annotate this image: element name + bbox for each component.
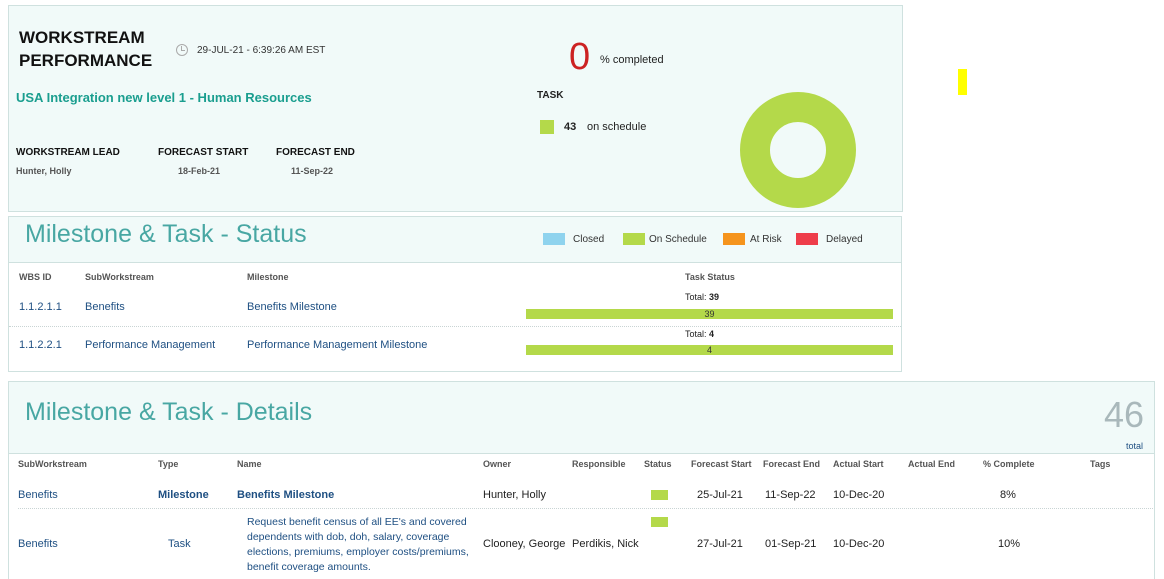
col-actual-end: Actual End: [908, 459, 956, 469]
detail1-status-indicator: [651, 490, 668, 500]
status-panel: Milestone & Task - Status Closed On Sche…: [8, 216, 902, 372]
col-subworkstream: SubWorkstream: [85, 272, 154, 282]
row1-total: Total: 39: [685, 292, 720, 302]
percent-completed-label: % completed: [600, 54, 664, 66]
forecast-start-label: FORECAST START: [158, 147, 249, 158]
detail2-percent-complete: 10%: [998, 538, 1021, 550]
detail2-status-indicator: [651, 517, 668, 527]
details-title: Milestone & Task - Details: [25, 398, 313, 426]
detail2-owner: Clooney, George: [483, 538, 566, 550]
task-on-schedule-label: on schedule: [587, 121, 647, 133]
row2-on-schedule-bar[interactable]: 4: [526, 345, 893, 355]
detail2-actual-start: 10-Dec-20: [833, 538, 885, 550]
details-header: [9, 382, 1154, 454]
legend-delayed-swatch: [796, 233, 818, 245]
details-panel: Milestone & Task - Details 46 total SubW…: [8, 381, 1155, 579]
workstream-lead-label: WORKSTREAM LEAD: [16, 147, 120, 158]
detail1-name[interactable]: Benefits Milestone: [237, 489, 335, 501]
detail1-type: Milestone: [158, 489, 209, 501]
row2-milestone[interactable]: Performance Management Milestone: [247, 339, 428, 351]
forecast-end-label: FORECAST END: [276, 147, 355, 158]
task-label: TASK: [537, 90, 564, 101]
forecast-start-value: 18-Feb-21: [178, 166, 221, 176]
detail2-forecast-end: 01-Sep-21: [765, 538, 817, 550]
detail1-percent-complete: 8%: [1000, 489, 1016, 501]
status-legend: Closed On Schedule At Risk Delayed: [543, 233, 863, 245]
detail1-forecast-end: 11-Sep-22: [765, 489, 816, 501]
col-task-status: Task Status: [685, 272, 735, 282]
row-divider: [18, 508, 1153, 509]
legend-at-risk-swatch: [723, 233, 745, 245]
workstream-performance-panel: WORKSTREAM PERFORMANCE 29-JUL-21 - 6:39:…: [8, 5, 903, 212]
legend-delayed-label: Delayed: [826, 233, 863, 245]
detail1-subworkstream[interactable]: Benefits: [18, 489, 58, 501]
detail2-forecast-start: 27-Jul-21: [697, 538, 743, 550]
panel-title: WORKSTREAM PERFORMANCE: [19, 28, 153, 70]
row2-wbs-id[interactable]: 1.1.2.2.1: [19, 339, 62, 351]
detail2-type: Task: [168, 538, 191, 550]
col-type: Type: [158, 459, 179, 469]
status-title: Milestone & Task - Status: [25, 220, 307, 248]
detail1-owner: Hunter, Holly: [483, 489, 546, 501]
col-wbs-id: WBS ID: [19, 272, 52, 282]
legend-closed-label: Closed: [573, 233, 605, 245]
donut-on-schedule-segment: [740, 92, 856, 208]
row2-subworkstream[interactable]: Performance Management: [85, 339, 216, 351]
workstream-name: USA Integration new level 1 - Human Reso…: [16, 90, 312, 105]
row1-on-schedule-bar[interactable]: 39: [526, 309, 893, 319]
timestamp: 29-JUL-21 - 6:39:26 AM EST: [197, 45, 326, 56]
col-forecast-start: Forecast Start: [691, 459, 752, 469]
col-name: Name: [237, 459, 262, 469]
task-donut-chart[interactable]: [739, 91, 857, 209]
legend-on-schedule-swatch: [623, 233, 645, 245]
percent-completed-value: 0: [569, 36, 591, 78]
forecast-end-value: 11-Sep-22: [291, 166, 334, 176]
clock-icon: [176, 44, 188, 56]
col-responsible: Responsible: [572, 459, 626, 469]
row2-total: Total: 4: [685, 329, 715, 339]
row1-milestone[interactable]: Benefits Milestone: [247, 301, 337, 313]
legend-on-schedule-label: On Schedule: [649, 233, 707, 245]
detail2-subworkstream[interactable]: Benefits: [18, 538, 58, 550]
task-on-schedule-count: 43: [564, 121, 577, 133]
highlight-marker: [958, 69, 967, 95]
detail2-responsible: Perdikis, Nick: [572, 538, 639, 550]
col-tags: Tags: [1090, 459, 1111, 469]
status-header: [9, 217, 901, 263]
workstream-lead-value: Hunter, Holly: [16, 166, 72, 176]
details-total-label: total: [1125, 441, 1143, 451]
col-forecast-end: Forecast End: [763, 459, 821, 469]
col-subworkstream: SubWorkstream: [18, 459, 87, 469]
col-milestone: Milestone: [247, 272, 289, 282]
details-total-count: 46: [1103, 394, 1144, 435]
row-divider: [9, 326, 901, 327]
row1-subworkstream[interactable]: Benefits: [85, 301, 125, 313]
legend-closed-swatch: [543, 233, 565, 245]
detail2-name[interactable]: Request benefit census of all EE's and c…: [247, 516, 469, 573]
col-percent-complete: % Complete: [983, 459, 1035, 469]
detail1-forecast-start: 25-Jul-21: [697, 489, 743, 501]
legend-at-risk-label: At Risk: [750, 233, 782, 245]
detail1-actual-start: 10-Dec-20: [833, 489, 885, 501]
row1-wbs-id[interactable]: 1.1.2.1.1: [19, 301, 62, 313]
on-schedule-swatch: [540, 120, 554, 134]
col-owner: Owner: [483, 459, 512, 469]
col-actual-start: Actual Start: [833, 459, 884, 469]
col-status: Status: [644, 459, 672, 469]
